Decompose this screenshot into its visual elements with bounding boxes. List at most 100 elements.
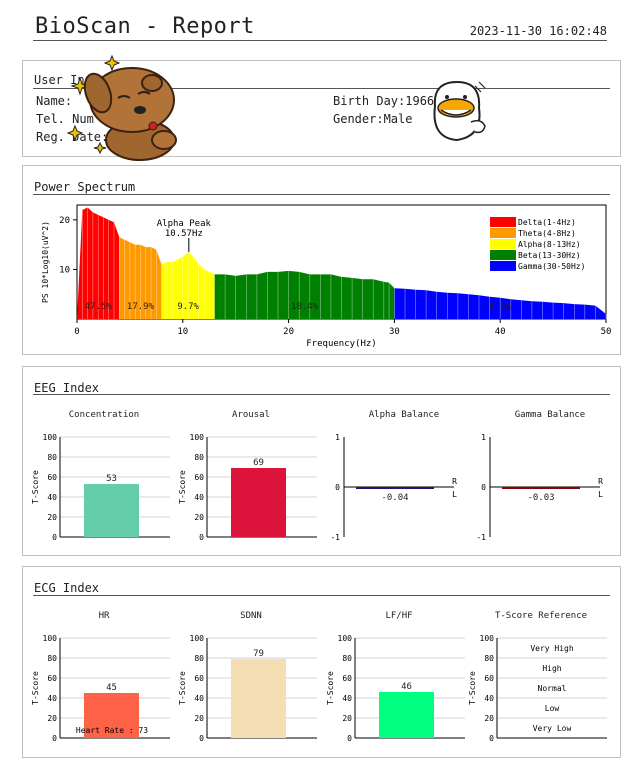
eeg-index-divider <box>33 394 610 395</box>
lfhf-y-tick: 60 <box>342 674 352 683</box>
lfhf-y-tick: 20 <box>342 714 352 723</box>
hr-bar <box>84 693 139 738</box>
tscore-reference-title: T-Score Reference <box>495 611 587 621</box>
hr-y-label: T-Score <box>31 671 40 705</box>
gamma-balance-y-tick: 0 <box>481 483 486 492</box>
spectrum-band-3 <box>214 270 395 319</box>
gamma-balance-y-tick: -1 <box>476 533 486 542</box>
title-divider <box>33 40 607 41</box>
concentration-title: Concentration <box>69 410 139 420</box>
sdnn-y-tick: 80 <box>194 654 204 663</box>
hr-y-tick: 0 <box>52 734 57 743</box>
arousal-bar <box>231 468 286 537</box>
legend-swatch-1 <box>490 228 516 238</box>
reg-date-label: Reg. Date: <box>36 130 109 144</box>
y-tick-label: 20 <box>59 216 70 226</box>
report-datetime: 2023-11-30 16:02:48 <box>469 24 607 38</box>
bear-sticker <box>66 54 177 161</box>
concentration-y-tick: 80 <box>47 453 57 462</box>
power-spectrum-title: Power Spectrum <box>34 180 136 194</box>
x-tick-label: 50 <box>601 327 612 337</box>
lfhf-y-tick: 100 <box>338 634 353 643</box>
x-tick-label: 0 <box>74 327 79 337</box>
tscore-reference-y-tick: 20 <box>484 714 494 723</box>
alpha-balance-r-label: R <box>452 477 457 486</box>
arousal-value: 69 <box>253 458 264 468</box>
gamma-balance-y-tick: 1 <box>481 433 486 442</box>
hr-y-tick: 20 <box>47 714 57 723</box>
band-percent-4: 6.5% <box>489 302 511 312</box>
gamma-balance-value: -0.03 <box>527 493 554 503</box>
legend-swatch-0 <box>490 217 516 227</box>
sdnn-y-tick: 0 <box>199 734 204 743</box>
sdnn-value: 79 <box>253 649 264 659</box>
band-percent-2: 9.7% <box>177 302 199 312</box>
lfhf-value: 46 <box>401 682 412 692</box>
report-title: BioScan - Report <box>35 14 255 39</box>
concentration-y-tick: 40 <box>47 493 57 502</box>
ecg-index-charts: HR 0 20 40 60 80 100 T-Score 45 Heart Rate : 73 SD… <box>31 611 607 743</box>
lfhf-y-tick: 80 <box>342 654 352 663</box>
band-percent-3: 18.4% <box>291 302 319 312</box>
hr-value: 45 <box>106 683 117 693</box>
lfhf-title: LF/HF <box>385 611 412 621</box>
sdnn-y-label: T-Score <box>178 671 187 705</box>
legend-label-4: Gamma(30-50Hz) <box>518 262 585 271</box>
alpha-balance-title: Alpha Balance <box>369 410 439 420</box>
gender-value: Male <box>383 112 413 126</box>
arousal-y-tick: 0 <box>199 533 204 542</box>
concentration-y-tick: 60 <box>47 473 57 482</box>
reference-level-0: Very High <box>530 644 574 653</box>
tscore-reference-y-tick: 100 <box>480 634 495 643</box>
sdnn-y-tick: 60 <box>194 674 204 683</box>
gender-row: Gender:Male <box>333 112 412 126</box>
concentration-y-tick: 0 <box>52 533 57 542</box>
tel-label: Tel. Num <box>36 112 94 126</box>
legend-label-2: Alpha(8-13Hz) <box>518 240 581 249</box>
sdnn-y-tick: 20 <box>194 714 204 723</box>
birth-day-value: 1966 <box>405 94 435 108</box>
gender-label: Gender: <box>333 112 384 126</box>
name-label: Name: <box>36 94 73 108</box>
x-tick-label: 10 <box>177 327 188 337</box>
sdnn-bar <box>231 659 286 738</box>
user-info-title: User Info <box>34 73 100 87</box>
alpha-balance-bar <box>356 487 434 489</box>
tscore-reference-y-tick: 40 <box>484 694 494 703</box>
concentration-y-label: T-Score <box>31 470 40 504</box>
sdnn-y-tick: 40 <box>194 694 204 703</box>
alpha-peak-label: Alpha Peak <box>157 219 212 229</box>
tscore-reference-y-tick: 60 <box>484 674 494 683</box>
legend-swatch-4 <box>490 261 516 271</box>
lfhf-bar <box>379 692 434 738</box>
arousal-y-label: T-Score <box>178 470 187 504</box>
hr-y-tick: 80 <box>47 654 57 663</box>
y-axis-label: PS 10*Log10(uV^2) <box>41 221 50 303</box>
x-tick-label: 30 <box>389 327 400 337</box>
alpha-balance-y-tick: 1 <box>335 433 340 442</box>
lfhf-y-tick: 0 <box>347 734 352 743</box>
hr-title: HR <box>99 611 110 621</box>
concentration-bar <box>84 484 139 537</box>
birth-day-row: Birth Day:1966 <box>333 94 434 108</box>
concentration-y-tick: 20 <box>47 513 57 522</box>
power-spectrum-divider <box>33 194 610 195</box>
hr-y-tick: 40 <box>47 694 57 703</box>
power-spectrum-chart: 47.5% 17.9% 9.7% 18.4% 6.5% Alpha Peak10.57Hz… <box>41 204 612 349</box>
reference-level-2: Normal <box>538 684 567 693</box>
legend-label-0: Delta(1-4Hz) <box>518 218 576 227</box>
arousal-title: Arousal <box>232 410 270 420</box>
concentration-value: 53 <box>106 474 117 484</box>
hr-y-tick: 100 <box>43 634 58 643</box>
concentration-y-tick: 100 <box>43 433 58 442</box>
duck-sticker <box>433 80 486 142</box>
alpha-balance-value: -0.04 <box>381 493 408 503</box>
eeg-index-title: EEG Index <box>34 381 100 395</box>
arousal-y-tick: 20 <box>194 513 204 522</box>
gamma-balance-l-label: L <box>598 490 603 499</box>
birth-day-label: Birth Day: <box>333 94 406 108</box>
arousal-y-tick: 60 <box>194 473 204 482</box>
alpha-balance-l-label: L <box>452 490 457 499</box>
gamma-balance-bar <box>502 487 580 489</box>
